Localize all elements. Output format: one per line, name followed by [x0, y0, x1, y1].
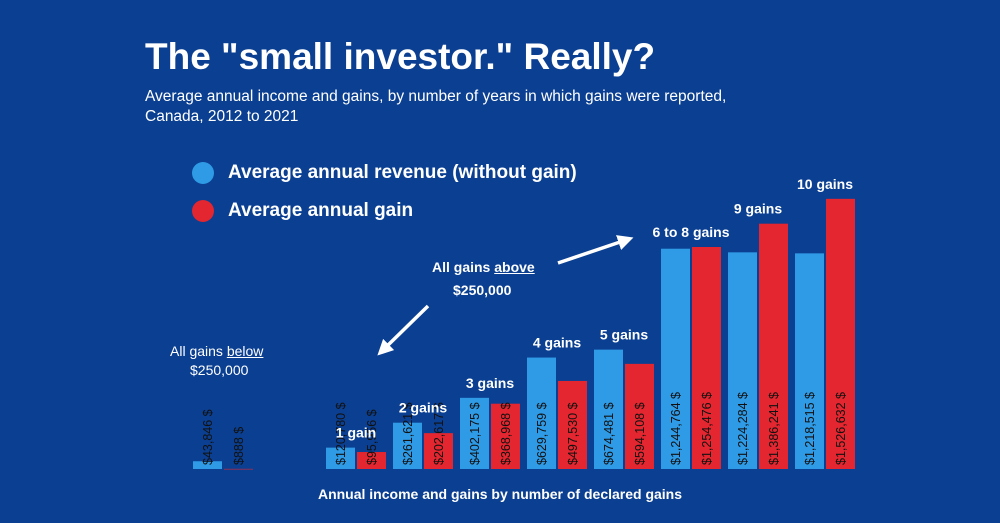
bar-gain-6	[692, 246, 721, 469]
chart-subtitle-line-1: Average annual income and gains, by numb…	[145, 88, 727, 105]
arrow-to-large-gains	[557, 235, 634, 265]
bar-revenue-5	[594, 349, 623, 469]
legend-label-revenue: Average annual revenue (without gain)	[228, 162, 577, 183]
category-label-4: 4 gains	[533, 335, 581, 351]
annotation-below-line-1: All gains below	[170, 343, 264, 359]
data-label-gain-6: $1,254,476 $	[700, 392, 714, 465]
category-label-3: 3 gains	[466, 375, 514, 391]
bar-gain-7	[759, 223, 788, 469]
chart-title: The "small investor." Really?	[145, 36, 656, 77]
legend-item-revenue: Average annual revenue (without gain)	[192, 160, 577, 186]
data-label-revenue-5: $674,481 $	[602, 402, 616, 465]
chart-subtitle-line-2: Canada, 2012 to 2021	[145, 108, 299, 125]
bar-gain-1	[357, 452, 386, 469]
annotation-below-amount: $250,000	[190, 362, 249, 378]
data-label-revenue-8: $1,218,515 $	[803, 392, 817, 465]
bar-revenue-7	[728, 252, 757, 469]
data-label-gain-5: $594,108 $	[633, 402, 647, 465]
data-label-gain-4: $497,530 $	[566, 402, 580, 465]
annotation-above-line-1: All gains above	[432, 259, 535, 275]
bar-gain-5	[625, 363, 654, 469]
bar-revenue-2	[393, 422, 422, 469]
category-label-1: 1 gain	[336, 425, 376, 441]
category-label-2: 2 gains	[399, 400, 447, 416]
bar-gain-0	[224, 468, 253, 470]
data-label-revenue-1: $120,780 $	[334, 402, 348, 465]
data-label-revenue-7: $1,224,284 $	[736, 392, 750, 465]
legend-swatch-gain	[192, 200, 214, 222]
data-label-gain-2: $202,617 $	[432, 402, 446, 465]
annotation-above-amount: $250,000	[453, 282, 512, 298]
data-label-gain-7: $1,386,241 $	[767, 392, 781, 465]
data-label-revenue-3: $402,175 $	[468, 402, 482, 465]
bar-gain-3	[491, 403, 520, 469]
bar-gain-2	[424, 433, 453, 469]
bar-revenue-4	[527, 357, 556, 469]
bar-gain-8	[826, 198, 855, 469]
data-label-gain-0: $888 $	[232, 427, 246, 465]
bar-gain-4	[558, 380, 587, 469]
bar-revenue-1	[326, 447, 355, 469]
legend-item-gain: Average annual gain	[192, 198, 413, 224]
data-label-revenue-0: $43,846 $	[201, 409, 215, 465]
x-axis-title: Annual income and gains by number of dec…	[317, 486, 683, 502]
data-label-revenue-6: $1,244,764 $	[669, 392, 683, 465]
category-label-8: 10 gains	[797, 176, 853, 192]
arrow-to-small-gains	[377, 304, 430, 356]
legend-label-gain: Average annual gain	[228, 200, 414, 221]
bar-revenue-3	[460, 397, 489, 469]
category-label-6: 6 to 8 gains	[652, 224, 729, 240]
legend-swatch-revenue	[192, 162, 214, 184]
data-label-gain-1: $95,956 $	[365, 409, 379, 465]
bar-revenue-8	[795, 253, 824, 469]
data-label-gain-8: $1,526,632 $	[834, 392, 848, 465]
data-label-gain-3: $368,968 $	[499, 402, 513, 465]
bar-revenue-6	[661, 248, 690, 469]
data-label-revenue-4: $629,759 $	[535, 402, 549, 465]
category-label-7: 9 gains	[734, 201, 782, 217]
bar-revenue-0	[193, 461, 222, 469]
data-label-revenue-2: $261,621 $	[401, 402, 415, 465]
category-label-5: 5 gains	[600, 327, 648, 343]
